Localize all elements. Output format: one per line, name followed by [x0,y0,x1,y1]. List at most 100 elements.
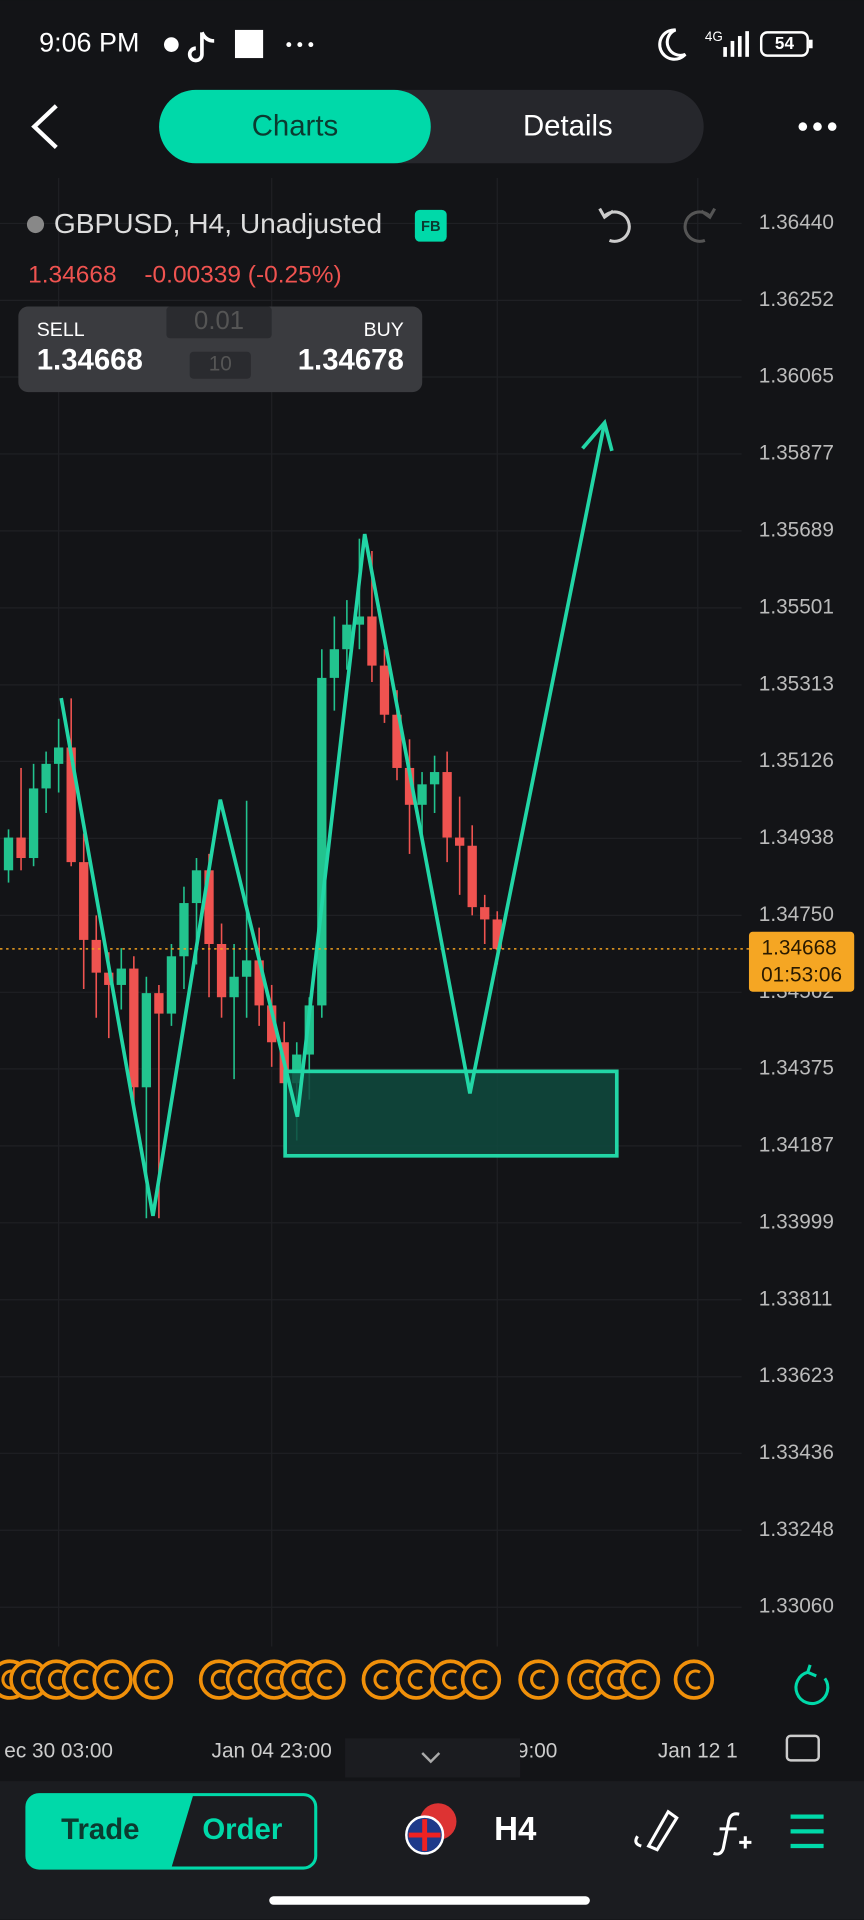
back-button[interactable] [31,104,58,149]
dot [798,122,808,131]
tab[interactable]: Charts [252,110,338,143]
candle-body [492,919,502,949]
candle-body [104,972,114,985]
dot [827,122,837,131]
event-marker [92,1659,133,1700]
battery-level: 54 [775,33,795,53]
event-marker [361,1659,403,1700]
candle-body [229,976,239,998]
y-tick-label: 1.36065 [759,364,834,387]
event-marker [619,1659,661,1700]
candle-body [417,784,427,805]
buy-price[interactable]: 1.34678 [298,343,404,376]
y-tick-label: 1.35313 [759,672,834,695]
buy-label[interactable]: BUY [364,319,404,341]
more-button[interactable] [798,122,837,131]
event-marker-glyph [73,1669,89,1690]
candle-body [292,1054,302,1084]
candle-body [41,763,51,789]
chart: 1.36440 1.36252 1.36065 1.35877 1.35689 1.355… [0,177,855,1762]
candle-body [129,968,139,1088]
event-marker-glyph [685,1669,701,1690]
y-tick-label: 1.35501 [759,595,834,618]
sell-price[interactable]: 1.34668 [37,343,143,376]
event-marker [132,1659,174,1700]
y-tick-label: 1.34187 [759,1133,834,1156]
lot-size[interactable]: 0.01 [194,307,244,335]
tab-active[interactable] [159,89,431,164]
event-marker-glyph [291,1669,307,1690]
y-tick-label: 1.34938 [759,826,834,849]
lot-box[interactable] [166,306,272,339]
y-tick-label: 1.35689 [759,518,834,541]
bar [730,40,735,57]
candle-body [154,993,164,1014]
candle-body [392,714,402,768]
event-marker-glyph [530,1669,546,1690]
event-marker-glyph [237,1669,253,1690]
candle-body [317,677,327,1006]
candle-body [91,939,101,973]
battery-tip [808,39,813,49]
trade-active[interactable] [26,1794,194,1869]
icon [286,42,292,48]
battery [759,31,809,57]
layout-button[interactable] [785,1734,820,1762]
event-markers [0,1659,715,1700]
quantity[interactable]: 10 [209,353,232,376]
draw-button[interactable] [634,1809,679,1852]
icon [308,42,314,48]
event-marker-glyph [472,1669,488,1690]
icon [163,37,179,52]
icon [297,42,303,48]
x-tick-label: Jan 12 1 [658,1739,738,1762]
collapse-tab[interactable] [345,1738,521,1778]
trade-button[interactable]: Trade [61,1813,139,1846]
event-marker [518,1659,559,1700]
candle-body [329,649,339,678]
moon-icon [658,28,687,61]
y-tick-label: 1.36252 [759,288,834,311]
countdown: 01:53:06 [761,963,842,986]
indicator-button[interactable] [712,1812,752,1856]
candle-body [166,956,177,1014]
candle-body [480,907,490,920]
event-marker-glyph [210,1669,226,1690]
reset-button[interactable] [794,1664,830,1706]
redo-button[interactable] [683,207,717,243]
dot [813,122,822,131]
home-indicator [269,1896,590,1905]
zone-rectangle [283,1069,619,1158]
symbol-name[interactable]: GBPUSD, H4, Unadjusted [54,208,382,239]
candle-body [267,1005,277,1043]
event-marker [305,1659,346,1700]
candle-body [354,616,365,625]
sell-label[interactable]: SELL [37,319,85,341]
status-icons [163,29,314,63]
status-dot [26,215,45,234]
candle-body [429,772,440,785]
order-button[interactable]: Order [202,1813,282,1846]
event-marker-glyph [265,1669,282,1690]
badge [414,209,447,242]
symbol-change: -0.00339 (-0.25%) [144,261,341,288]
candle-body [404,767,415,805]
flag-cross [408,1819,441,1851]
tab[interactable]: Details [523,110,613,143]
qty-box[interactable] [189,351,251,379]
candle-body [304,1005,314,1055]
event-marker-glyph [579,1669,595,1690]
current-price-label: 1.34668 [762,936,837,959]
x-tick-label: Jan 04 23:00 [212,1739,332,1762]
timeframe[interactable]: H4 [494,1811,537,1848]
undo-button[interactable] [598,207,631,243]
menu-button[interactable] [790,1814,824,1849]
bar [737,36,742,57]
candle-body [66,747,76,863]
chevron [421,1752,441,1764]
event-marker-glyph [104,1669,120,1690]
event-marker-glyph [442,1669,458,1690]
event-marker-glyph [317,1669,333,1690]
event-marker-glyph [607,1669,623,1690]
